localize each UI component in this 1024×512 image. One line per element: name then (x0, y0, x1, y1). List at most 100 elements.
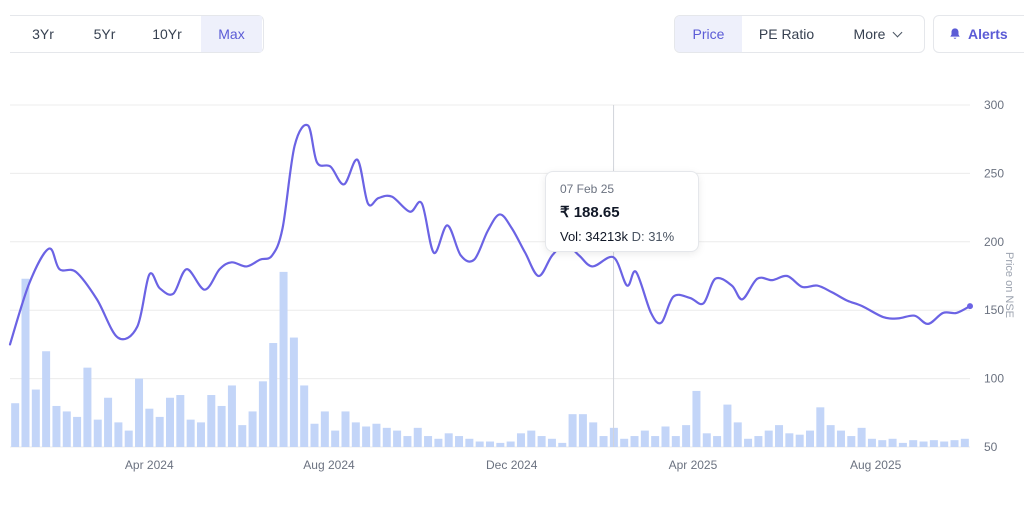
volume-bar (331, 430, 340, 447)
volume-bar (898, 442, 907, 447)
volume-bar (486, 441, 494, 447)
range-10yr-button[interactable]: 10Yr (152, 26, 182, 42)
volume-bar (599, 436, 608, 447)
metric-tabs: Price PE Ratio More (674, 15, 925, 53)
volume-bar (620, 438, 629, 447)
y-tick-label: 100 (984, 372, 1004, 386)
volume-bar (300, 385, 309, 447)
volume-bar (640, 430, 649, 447)
tab-pe-ratio[interactable]: PE Ratio (758, 26, 815, 42)
y-tick-label: 50 (984, 440, 998, 454)
tooltip-delivery: D: 31% (631, 229, 675, 244)
volume-bar (279, 271, 288, 447)
volume-bar (124, 430, 133, 447)
volume-bar (816, 407, 825, 447)
volume-bar (83, 367, 92, 447)
volume-bar (238, 425, 247, 447)
volume-bar (537, 436, 546, 447)
chevron-down-icon (893, 27, 903, 37)
volume-bar (186, 419, 195, 447)
volume-bar (506, 441, 515, 447)
y-tick-label: 250 (984, 166, 1004, 180)
volume-bar (888, 438, 897, 447)
volume-bars (11, 271, 969, 447)
volume-bar (341, 411, 350, 447)
volume-bar (785, 433, 794, 447)
tooltip: 07 Feb 25 ₹ 188.65 Vol: 34213k D: 31% (545, 171, 699, 252)
volume-bar (320, 411, 329, 447)
volume-bar (42, 351, 51, 447)
volume-bar (434, 438, 443, 447)
tab-price[interactable]: Price (675, 16, 742, 52)
volume-bar (496, 442, 505, 447)
volume-bar (857, 427, 866, 447)
volume-bar (21, 278, 30, 447)
volume-bar (940, 441, 949, 447)
volume-bar (11, 403, 20, 447)
volume-bar (310, 423, 319, 447)
volume-bar (62, 411, 71, 447)
volume-bar (589, 422, 598, 447)
volume-bar (217, 405, 226, 447)
range-5yr-button[interactable]: 5Yr (93, 26, 116, 42)
range-max-button[interactable]: Max (201, 16, 262, 52)
volume-bar (465, 438, 474, 447)
volume-bar (836, 430, 845, 447)
volume-bar (671, 436, 680, 447)
volume-bar (744, 438, 753, 447)
volume-bar (713, 436, 722, 447)
volume-bar (661, 426, 670, 447)
volume-bar (269, 343, 278, 447)
volume-bar (93, 419, 102, 447)
x-tick-label: Aug 2024 (303, 458, 355, 472)
volume-bar (702, 433, 711, 447)
range-3yr-button[interactable]: 3Yr (32, 26, 54, 42)
tab-more[interactable]: More (831, 16, 924, 52)
volume-bar (207, 395, 216, 447)
volume-bar (568, 414, 577, 447)
volume-bar (754, 436, 763, 447)
volume-bar (362, 426, 371, 447)
volume-bar (806, 430, 814, 447)
volume-bar (929, 440, 938, 447)
price-line (8, 123, 972, 346)
volume-bar (227, 385, 236, 447)
volume-bar (878, 440, 887, 447)
volume-bar (795, 434, 804, 447)
range-selector: 3Yr 5Yr 10Yr Max (10, 15, 264, 53)
volume-bar (455, 436, 464, 447)
y-axis: 300 250 200 150 100 50 (984, 98, 1004, 454)
volume-bar (578, 414, 587, 447)
volume-bar (867, 438, 876, 447)
tooltip-price: ₹ 188.65 (560, 204, 620, 221)
volume-bar (919, 441, 928, 447)
volume-bar (393, 430, 402, 447)
alerts-button[interactable]: Alerts (933, 15, 1024, 53)
volume-bar (104, 397, 113, 447)
x-tick-label: Dec 2024 (486, 458, 538, 472)
volume-bar (775, 425, 784, 447)
volume-bar (630, 436, 639, 447)
volume-bar (31, 389, 40, 447)
volume-bar (444, 433, 453, 447)
volume-bar (424, 436, 433, 447)
volume-bar (950, 440, 959, 447)
volume-bar (723, 404, 732, 447)
volume-bar (382, 427, 391, 447)
volume-bar (289, 337, 298, 447)
volume-bar (682, 425, 691, 447)
x-tick-label: Apr 2024 (125, 458, 174, 472)
volume-bar (166, 397, 174, 447)
volume-bar (764, 430, 773, 447)
x-tick-label: Aug 2025 (850, 458, 902, 472)
volume-bar (135, 378, 144, 447)
last-price-point (967, 303, 973, 310)
volume-bar (413, 427, 422, 447)
volume-bar (516, 433, 525, 447)
y-tick-label: 300 (984, 98, 1004, 112)
volume-bar (558, 442, 567, 447)
volume-bar (248, 411, 257, 447)
volume-bar (351, 422, 360, 447)
volume-bar (692, 390, 701, 447)
